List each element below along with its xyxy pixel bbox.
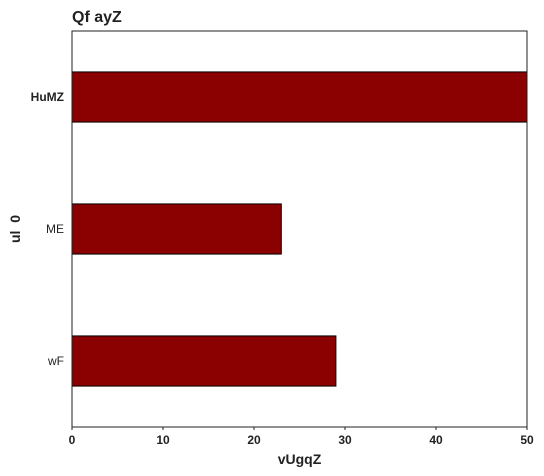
bars-group	[71, 71, 528, 387]
x-tick-label: 10	[156, 433, 170, 447]
bar-humz	[71, 71, 528, 123]
y-tick-label: wF	[47, 354, 64, 368]
x-tick-label: 40	[429, 433, 443, 447]
x-axis-label: vUgqZ	[278, 451, 322, 467]
bar-wf	[71, 335, 337, 387]
plot-frame	[71, 30, 528, 428]
y-tick-label: HuMZ	[31, 90, 64, 104]
x-tick-label: 20	[247, 433, 261, 447]
x-tick-label: 50	[520, 433, 534, 447]
y-axis-ticks: HuMZ ME wF	[31, 90, 64, 368]
x-axis-ticks: 0 10 20 30 40 50	[69, 427, 534, 447]
x-tick-label: 30	[338, 433, 352, 447]
bar-me	[71, 203, 282, 255]
x-tick-label: 0	[69, 433, 76, 447]
chart-title: Qf ayZ	[72, 9, 122, 26]
y-tick-label: ME	[46, 222, 64, 236]
y-axis-label: ul 0	[7, 215, 23, 243]
